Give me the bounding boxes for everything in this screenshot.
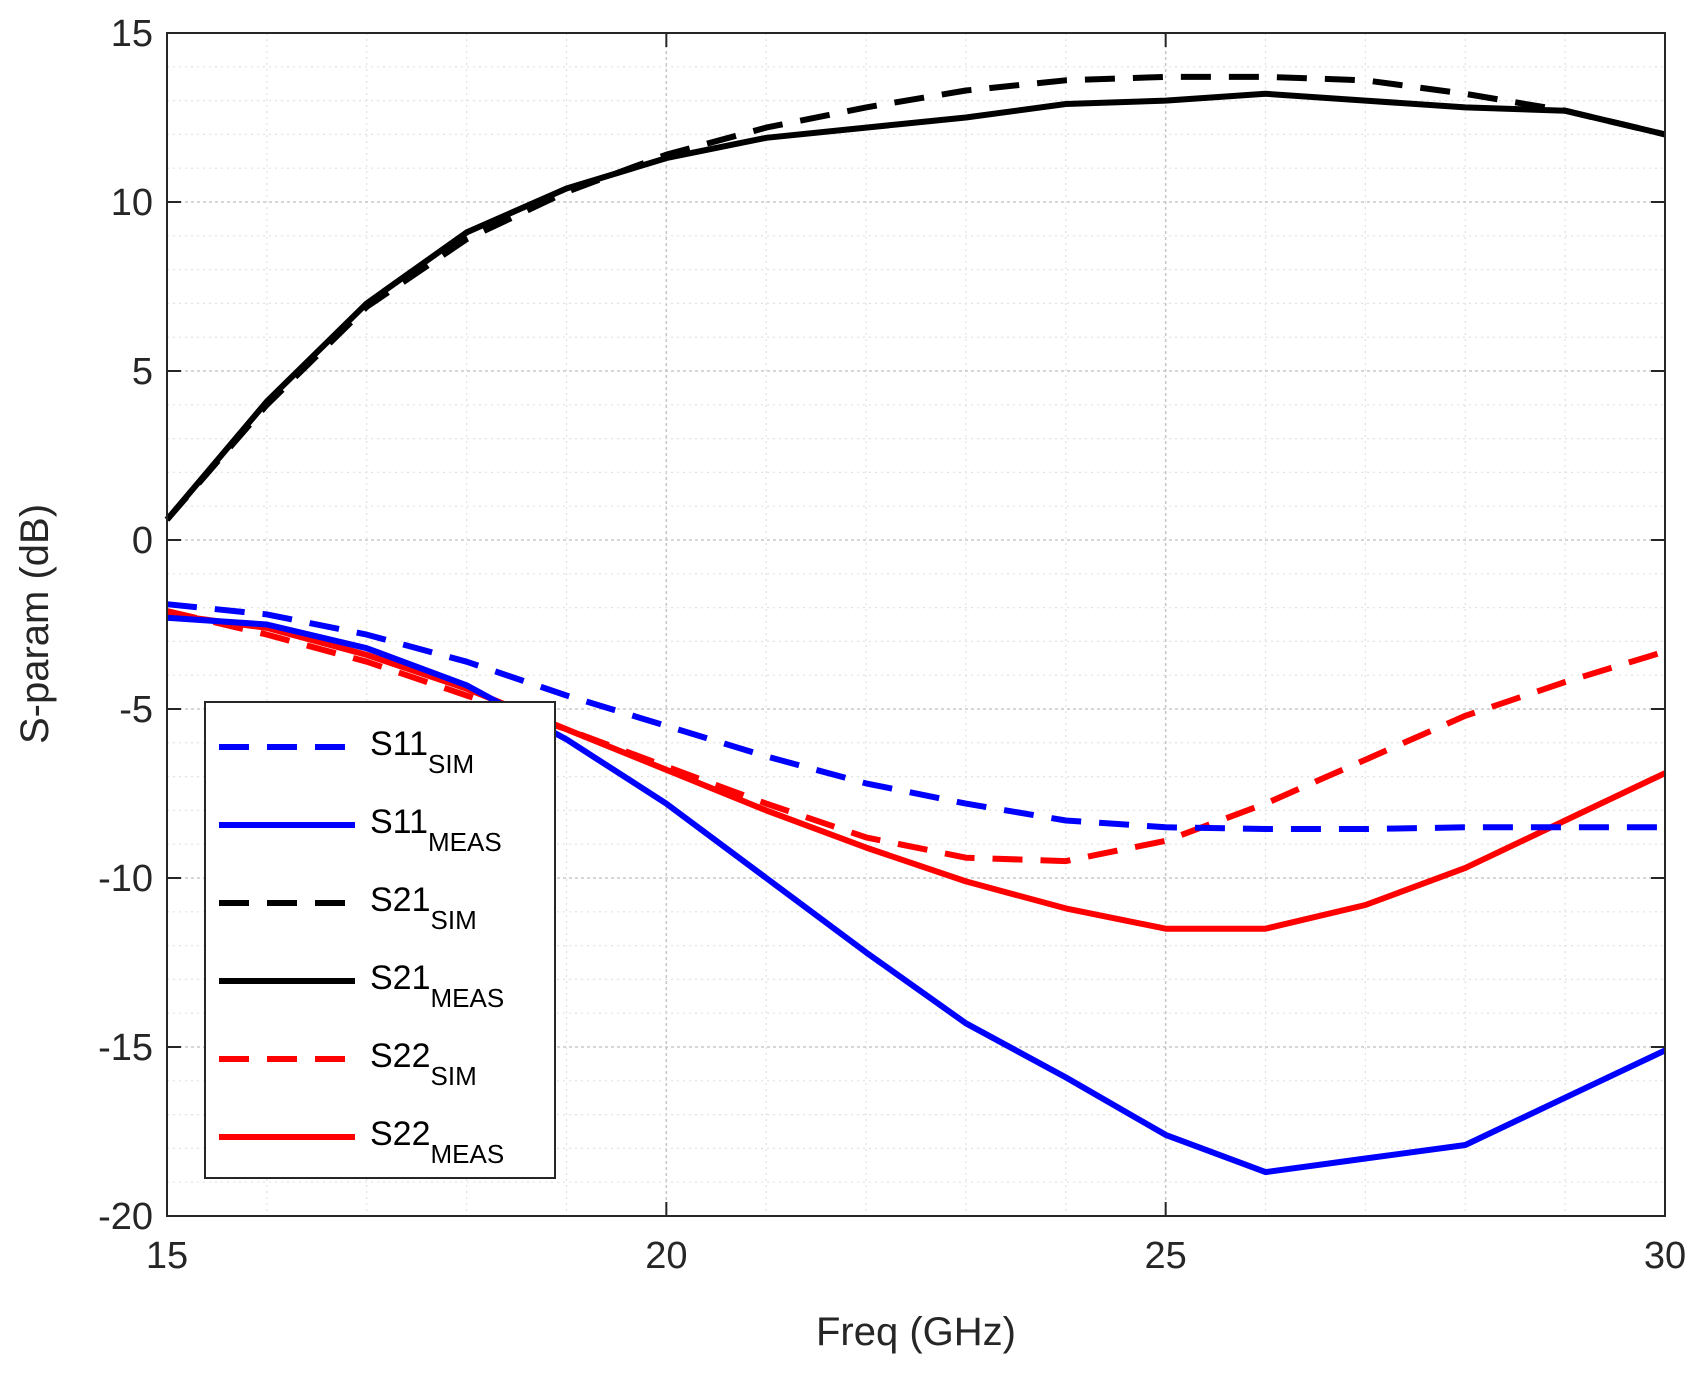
y-axis-label: S-param (dB) bbox=[13, 504, 57, 744]
legend-label-main: S22 bbox=[370, 1037, 431, 1075]
y-tick-label: -20 bbox=[98, 1196, 153, 1238]
y-tick-label: 0 bbox=[132, 520, 153, 562]
legend-label-main: S11 bbox=[370, 725, 428, 763]
series-line-s11-meas bbox=[166, 614, 1667, 1176]
legend-label-subscript: MEAS bbox=[431, 983, 505, 1013]
legend-label: S11MEAS bbox=[370, 803, 502, 857]
legend-label-subscript: MEAS bbox=[431, 1139, 505, 1169]
legend-label-subscript: SIM bbox=[428, 749, 474, 779]
y-tick-label: 15 bbox=[111, 13, 153, 55]
x-axis-label: Freq (GHz) bbox=[816, 1310, 1016, 1354]
legend-label-subscript: SIM bbox=[431, 1061, 477, 1091]
series-line-s21-meas bbox=[164, 90, 1666, 522]
plot-frame bbox=[166, 32, 1666, 1217]
legend-label: S22MEAS bbox=[370, 1115, 504, 1169]
legend-label-main: S22 bbox=[370, 1115, 431, 1153]
legend-label: S21SIM bbox=[370, 881, 477, 935]
legend-label-subscript: SIM bbox=[431, 905, 477, 935]
axis-ticks: 15 20 25 30 -20 -15 -10 -5 0 5 10 15 bbox=[98, 13, 1686, 1277]
series-line-s21-sim bbox=[164, 73, 1666, 522]
legend-box bbox=[204, 701, 556, 1179]
legend-label-main: S21 bbox=[370, 959, 431, 997]
grid bbox=[166, 32, 1666, 1217]
x-tick-label: 30 bbox=[1644, 1235, 1686, 1277]
series-line-s11-sim bbox=[166, 601, 1665, 832]
y-tick-label: -15 bbox=[98, 1027, 153, 1069]
legend-label-main: S21 bbox=[370, 881, 431, 919]
series-line-s22-sim bbox=[166, 608, 1666, 865]
x-tick-label: 25 bbox=[1145, 1235, 1187, 1277]
x-tick-label: 15 bbox=[146, 1235, 188, 1277]
legend-label: S11SIM bbox=[370, 725, 474, 779]
y-tick-label: -10 bbox=[98, 858, 153, 900]
y-tick-label: -5 bbox=[119, 689, 153, 731]
series-line-s22-meas bbox=[166, 611, 1667, 932]
series-lines bbox=[164, 73, 1667, 1176]
legend-label: S21MEAS bbox=[370, 959, 504, 1013]
legend-label-main: S11 bbox=[370, 803, 428, 841]
x-tick-label: 20 bbox=[645, 1235, 687, 1277]
legend-label: S22SIM bbox=[370, 1037, 477, 1091]
legend-label-subscript: MEAS bbox=[428, 827, 502, 857]
y-tick-label: 10 bbox=[111, 182, 153, 224]
y-tick-label: 5 bbox=[132, 351, 153, 393]
